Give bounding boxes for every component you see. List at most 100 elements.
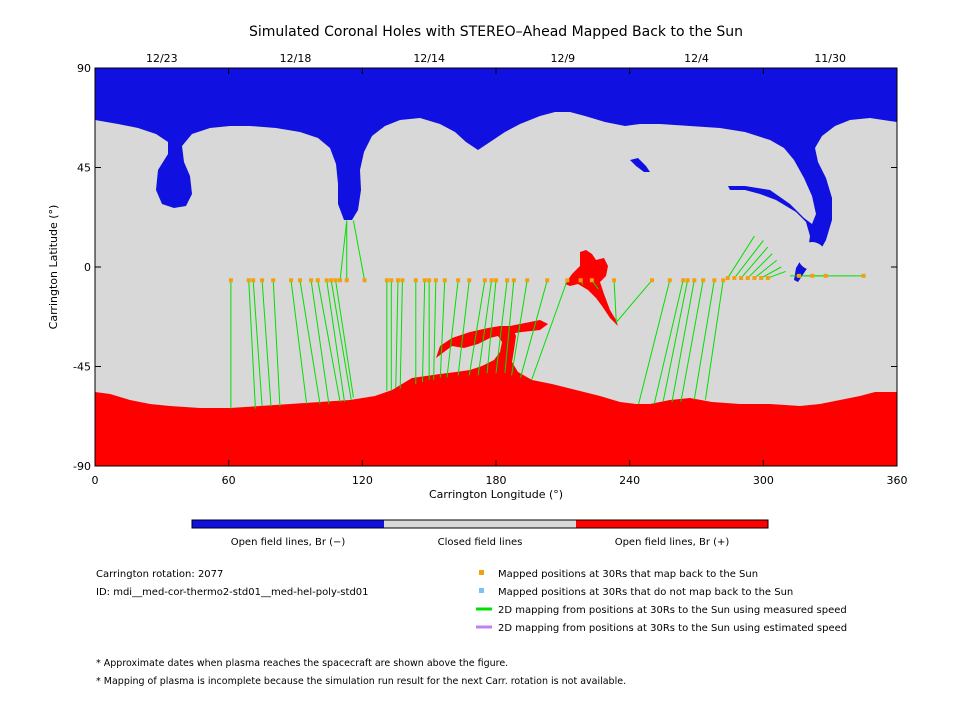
mapping-line	[495, 280, 508, 374]
date-label: 11/30	[814, 52, 846, 65]
mapping-line	[395, 280, 399, 389]
closed-island	[798, 242, 826, 270]
x-tick-label: 0	[92, 474, 99, 487]
mapped-position-point	[589, 278, 594, 283]
mapped-position-point	[612, 278, 617, 283]
mapped-position-point	[565, 278, 570, 283]
mapped-position-point	[796, 273, 801, 278]
measured-speed-mapping-lines	[230, 220, 864, 409]
colorbar-label: Closed field lines	[438, 537, 523, 548]
y-tick-label: 0	[84, 261, 91, 274]
mapping-line	[613, 280, 617, 323]
mapped-position-point	[395, 278, 400, 283]
y-tick-label: -90	[73, 460, 91, 473]
mapped-position-point	[861, 273, 866, 278]
mapped-position-point	[578, 278, 583, 283]
mapped-position-point	[482, 278, 487, 283]
x-axis-ticks: 0 60 120 180 240 300 360	[92, 68, 908, 487]
x-tick-label: 120	[352, 474, 373, 487]
x-tick-label: 240	[619, 474, 640, 487]
y-axis-ticks: 90 45 0 -45 -90	[73, 62, 897, 473]
mapping-line	[486, 280, 497, 374]
mapped-position-point	[701, 278, 706, 283]
mapping-line	[747, 253, 773, 279]
colorbar-segment	[192, 520, 384, 528]
mapping-line	[290, 280, 308, 405]
mapping-line	[520, 280, 548, 378]
mapping-line	[457, 280, 470, 376]
mapping-line	[468, 280, 486, 376]
legend-label: 2D mapping from positions at 30Rs to the…	[498, 623, 847, 634]
legend-label: Mapped positions at 30Rs that do not map…	[498, 587, 793, 598]
mapping-line	[511, 280, 528, 376]
mapping-line	[754, 259, 778, 279]
mapped-position-point	[712, 278, 717, 283]
date-label: 12/14	[413, 52, 445, 65]
colorbar-label: Open field lines, Br (+)	[615, 537, 730, 548]
mapped-position-point	[467, 278, 472, 283]
mapped-position-point	[413, 278, 418, 283]
mapped-position-point	[810, 273, 815, 278]
mapping-line	[704, 280, 724, 400]
mapping-line	[653, 280, 684, 405]
mapped-position-point	[525, 278, 530, 283]
negative-open-field-region	[95, 68, 897, 282]
legend-label: 2D mapping from positions at 30Rs to the…	[498, 605, 847, 616]
mapping-line	[272, 280, 281, 407]
y-tick-label: 90	[77, 62, 91, 75]
mapped-position-point	[511, 278, 516, 283]
mapping-line	[638, 280, 671, 405]
mapping-line	[733, 240, 764, 279]
positive-open-field-region	[95, 326, 897, 466]
mapped-position-point	[433, 278, 438, 283]
x-tick-label: 60	[222, 474, 236, 487]
mapped-position-point	[384, 278, 389, 283]
colorbar-segment	[384, 520, 576, 528]
positive-open-strip	[500, 320, 548, 334]
x-tick-label: 300	[753, 474, 774, 487]
mapping-line	[615, 279, 653, 323]
footnote-dates: * Approximate dates when plasma reaches …	[96, 658, 508, 669]
mapped-position-point	[721, 278, 726, 283]
x-tick-label: 360	[887, 474, 908, 487]
mapped-position-point	[725, 276, 730, 281]
mapped-position-point	[739, 276, 744, 281]
carrington-rotation-text: Carrington rotation: 2077	[96, 569, 223, 580]
mapping-line	[760, 266, 782, 279]
mapped-position-point	[681, 278, 686, 283]
mapped-position-point	[765, 276, 770, 281]
mapped-position-point	[333, 278, 338, 283]
colorbar: Open field lines, Br (−) Closed field lin…	[191, 519, 769, 548]
footnote-incomplete: * Mapping of plasma is incomplete becaus…	[96, 676, 626, 687]
mapped-position-point	[289, 278, 294, 283]
mapping-line	[680, 280, 704, 402]
mapped-positions-30rs	[228, 273, 866, 283]
mapped-position-point	[228, 278, 233, 283]
mapped-position-point	[362, 278, 367, 283]
date-label: 12/23	[146, 52, 178, 65]
y-tick-label: -45	[73, 361, 91, 374]
mapping-line	[433, 280, 437, 380]
mapping-line	[446, 280, 459, 378]
mapped-position-point	[246, 278, 251, 283]
mapped-position-point	[823, 273, 828, 278]
mapping-line	[477, 280, 493, 376]
date-label: 12/9	[550, 52, 575, 65]
date-label: 12/4	[684, 52, 709, 65]
legend-square-marker	[479, 570, 484, 575]
top-date-labels: 12/23 12/18 12/14 12/9 12/4 11/30	[146, 52, 846, 65]
mapping-line	[261, 280, 272, 407]
mapped-position-point	[752, 276, 757, 281]
mapping-line	[330, 280, 352, 400]
mapped-position-point	[442, 278, 447, 283]
mapping-line	[504, 280, 515, 374]
mapping-line	[252, 280, 263, 407]
mapped-position-point	[344, 278, 349, 283]
mapped-position-point	[545, 278, 550, 283]
mapping-line	[317, 280, 341, 402]
mapped-position-point	[271, 278, 276, 283]
mapping-line	[399, 280, 403, 389]
mapped-position-point	[260, 278, 265, 283]
mapped-position-point	[685, 278, 690, 283]
